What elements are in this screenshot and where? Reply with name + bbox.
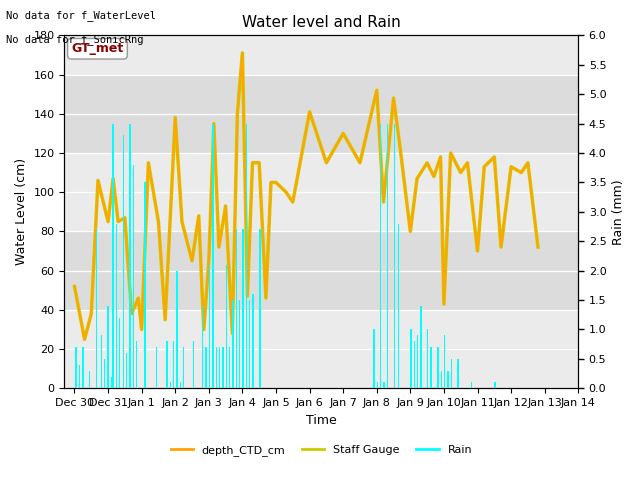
Bar <box>440 371 442 388</box>
Bar <box>65 74 579 153</box>
Bar <box>76 347 77 388</box>
Bar <box>156 347 157 388</box>
Bar <box>410 329 412 388</box>
Bar <box>89 371 90 388</box>
Bar <box>249 300 250 388</box>
Bar <box>471 383 472 388</box>
Bar <box>232 300 234 388</box>
Bar <box>193 341 195 388</box>
Bar <box>417 336 419 388</box>
Bar <box>259 229 260 388</box>
Bar <box>65 0 579 74</box>
Bar <box>108 306 109 388</box>
Bar <box>413 341 415 388</box>
Bar <box>65 231 579 310</box>
Bar <box>212 123 214 388</box>
Bar <box>126 353 127 388</box>
Bar <box>180 383 181 388</box>
Bar <box>209 265 210 388</box>
Bar <box>494 383 495 388</box>
Y-axis label: Rain (mm): Rain (mm) <box>612 179 625 245</box>
Bar <box>202 306 204 388</box>
Text: No data for f_SonicRng: No data for f_SonicRng <box>6 34 144 45</box>
Bar <box>113 123 114 388</box>
Bar <box>100 336 102 388</box>
Bar <box>216 347 217 388</box>
Text: GT_met: GT_met <box>71 42 124 55</box>
Bar <box>79 365 80 388</box>
Bar <box>420 306 422 388</box>
Bar <box>136 341 138 388</box>
Bar <box>82 347 84 388</box>
Bar <box>236 229 237 388</box>
Bar <box>373 329 375 388</box>
Title: Water level and Rain: Water level and Rain <box>242 15 401 30</box>
Bar <box>170 383 171 388</box>
Bar <box>427 329 429 388</box>
Bar <box>458 359 459 388</box>
Bar <box>447 371 449 388</box>
Bar <box>173 341 174 388</box>
Bar <box>229 347 230 388</box>
Bar <box>451 359 452 388</box>
Bar <box>116 224 117 388</box>
Bar <box>243 229 244 388</box>
Bar <box>380 123 381 388</box>
Bar <box>183 347 184 388</box>
Bar <box>226 265 227 388</box>
Bar <box>377 383 378 388</box>
Bar <box>222 347 223 388</box>
Bar <box>65 310 579 388</box>
Bar <box>176 271 177 388</box>
Bar <box>205 347 207 388</box>
Bar <box>383 383 385 388</box>
Bar <box>111 376 112 388</box>
Bar <box>394 123 395 388</box>
Bar <box>145 182 146 388</box>
Bar <box>444 336 445 388</box>
Bar <box>166 341 168 388</box>
Bar <box>132 165 134 388</box>
Y-axis label: Water Level (cm): Water Level (cm) <box>15 158 28 265</box>
Bar <box>398 224 399 388</box>
Bar <box>95 229 97 388</box>
Bar <box>104 359 106 388</box>
X-axis label: Time: Time <box>306 414 337 427</box>
Bar <box>122 135 124 388</box>
Bar <box>129 123 131 388</box>
Legend: depth_CTD_cm, Staff Gauge, Rain: depth_CTD_cm, Staff Gauge, Rain <box>166 441 477 460</box>
Bar <box>246 123 247 388</box>
Bar <box>219 347 220 388</box>
Bar <box>65 153 579 231</box>
Bar <box>239 300 241 388</box>
Bar <box>253 294 254 388</box>
Bar <box>119 318 120 388</box>
Bar <box>387 123 388 388</box>
Bar <box>437 347 438 388</box>
Bar <box>431 347 432 388</box>
Text: No data for f_WaterLevel: No data for f_WaterLevel <box>6 10 156 21</box>
